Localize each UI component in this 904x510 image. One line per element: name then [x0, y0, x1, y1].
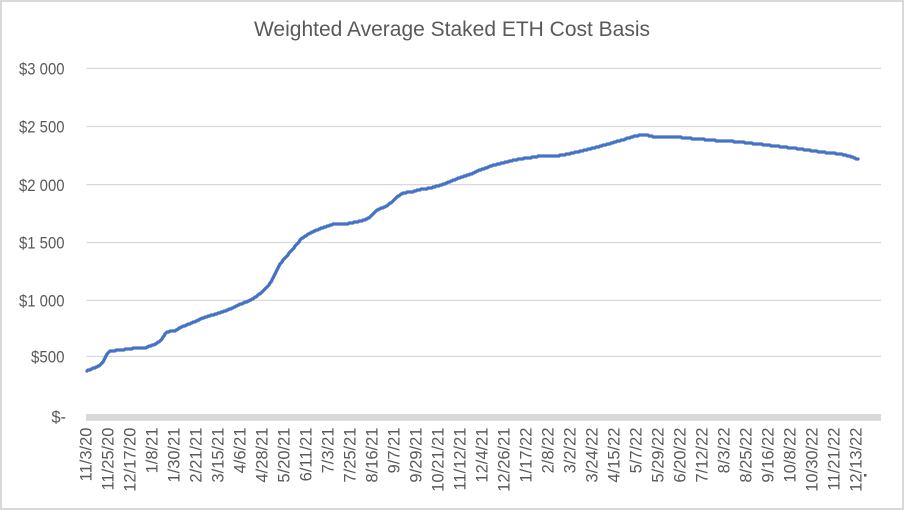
svg-text:$1 500: $1 500 [19, 235, 65, 253]
svg-text:12/4/21: 12/4/21 [473, 428, 491, 483]
svg-text:2/21/21: 2/21/21 [187, 428, 205, 483]
svg-text:$3 000: $3 000 [19, 61, 65, 79]
svg-text:11/3/20: 11/3/20 [77, 428, 95, 482]
svg-text:3/2/22: 3/2/22 [561, 428, 579, 474]
svg-text:5/7/22: 5/7/22 [627, 428, 645, 474]
svg-text:10/30/22: 10/30/22 [803, 428, 821, 492]
svg-text:1/30/21: 1/30/21 [165, 428, 183, 483]
svg-text:9/7/21: 9/7/21 [385, 428, 403, 474]
svg-text:6/20/22: 6/20/22 [671, 428, 689, 483]
svg-text:10/8/22: 10/8/22 [781, 428, 799, 483]
svg-text:11/21/22: 11/21/22 [825, 428, 843, 491]
svg-text:8/16/21: 8/16/21 [363, 428, 381, 483]
svg-text:$500: $500 [31, 349, 65, 367]
svg-text:1/8/21: 1/8/21 [143, 428, 161, 474]
svg-text:7/12/22: 7/12/22 [693, 428, 711, 483]
svg-text:12/17/20: 12/17/20 [121, 428, 139, 492]
svg-text:1/17/22: 1/17/22 [517, 428, 535, 483]
svg-text:8/3/22: 8/3/22 [715, 428, 733, 474]
svg-text:$-: $- [51, 409, 66, 427]
svg-text:2/8/22: 2/8/22 [539, 428, 557, 474]
svg-text:Weighted Average Staked ETH Co: Weighted Average Staked ETH Cost Basis [254, 18, 650, 41]
svg-text:$2 000: $2 000 [19, 177, 65, 195]
svg-text:$1 000: $1 000 [19, 293, 65, 311]
svg-text:3/15/21: 3/15/21 [209, 428, 227, 483]
svg-text:3/24/22: 3/24/22 [583, 428, 601, 483]
svg-text:$2 500: $2 500 [19, 119, 65, 137]
svg-text:12/13/22: 12/13/22 [847, 428, 865, 492]
svg-text:4/6/21: 4/6/21 [231, 428, 249, 474]
svg-text:6/11/21: 6/11/21 [297, 428, 315, 482]
svg-text:5/20/21: 5/20/21 [275, 428, 293, 483]
svg-text:7/3/21: 7/3/21 [319, 428, 337, 474]
svg-text:11/25/20: 11/25/20 [99, 428, 117, 491]
svg-text:4/15/22: 4/15/22 [605, 428, 623, 483]
svg-text:7/25/21: 7/25/21 [341, 428, 359, 483]
svg-text:11/12/21: 11/12/21 [451, 428, 469, 491]
svg-text:10/21/21: 10/21/21 [429, 428, 447, 492]
svg-text:5/29/22: 5/29/22 [649, 428, 667, 483]
svg-text:9/29/21: 9/29/21 [407, 428, 425, 483]
svg-text:4/28/21: 4/28/21 [253, 428, 271, 483]
svg-text:9/16/22: 9/16/22 [759, 428, 777, 483]
svg-text:8/25/22: 8/25/22 [737, 428, 755, 483]
svg-text:12/26/21: 12/26/21 [495, 428, 513, 492]
